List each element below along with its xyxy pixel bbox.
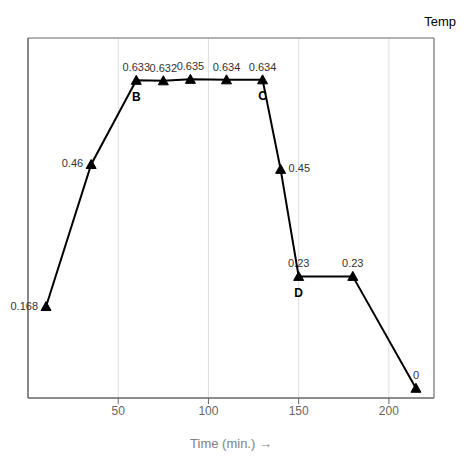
svg-text:0.634: 0.634 bbox=[213, 61, 241, 73]
svg-text:0.46: 0.46 bbox=[62, 157, 83, 169]
svg-text:0.633: 0.633 bbox=[123, 61, 151, 73]
svg-text:0.168: 0.168 bbox=[11, 300, 39, 312]
svg-text:200: 200 bbox=[379, 404, 399, 418]
svg-text:150: 150 bbox=[289, 404, 309, 418]
svg-text:C: C bbox=[258, 89, 267, 103]
svg-text:0.45: 0.45 bbox=[289, 162, 310, 174]
svg-text:B: B bbox=[132, 90, 141, 104]
svg-text:50: 50 bbox=[112, 404, 126, 418]
svg-text:0.23: 0.23 bbox=[342, 257, 363, 269]
svg-text:0: 0 bbox=[413, 369, 419, 381]
svg-text:0.634: 0.634 bbox=[249, 61, 277, 73]
svg-text:Time (min.) →: Time (min.) → bbox=[190, 436, 272, 451]
svg-text:100: 100 bbox=[198, 404, 218, 418]
svg-text:0.23: 0.23 bbox=[288, 257, 309, 269]
svg-text:D: D bbox=[294, 286, 303, 300]
svg-text:0.632: 0.632 bbox=[150, 62, 178, 74]
html-text:Temp: Temp bbox=[424, 14, 456, 29]
svg-text:0.635: 0.635 bbox=[177, 60, 205, 72]
